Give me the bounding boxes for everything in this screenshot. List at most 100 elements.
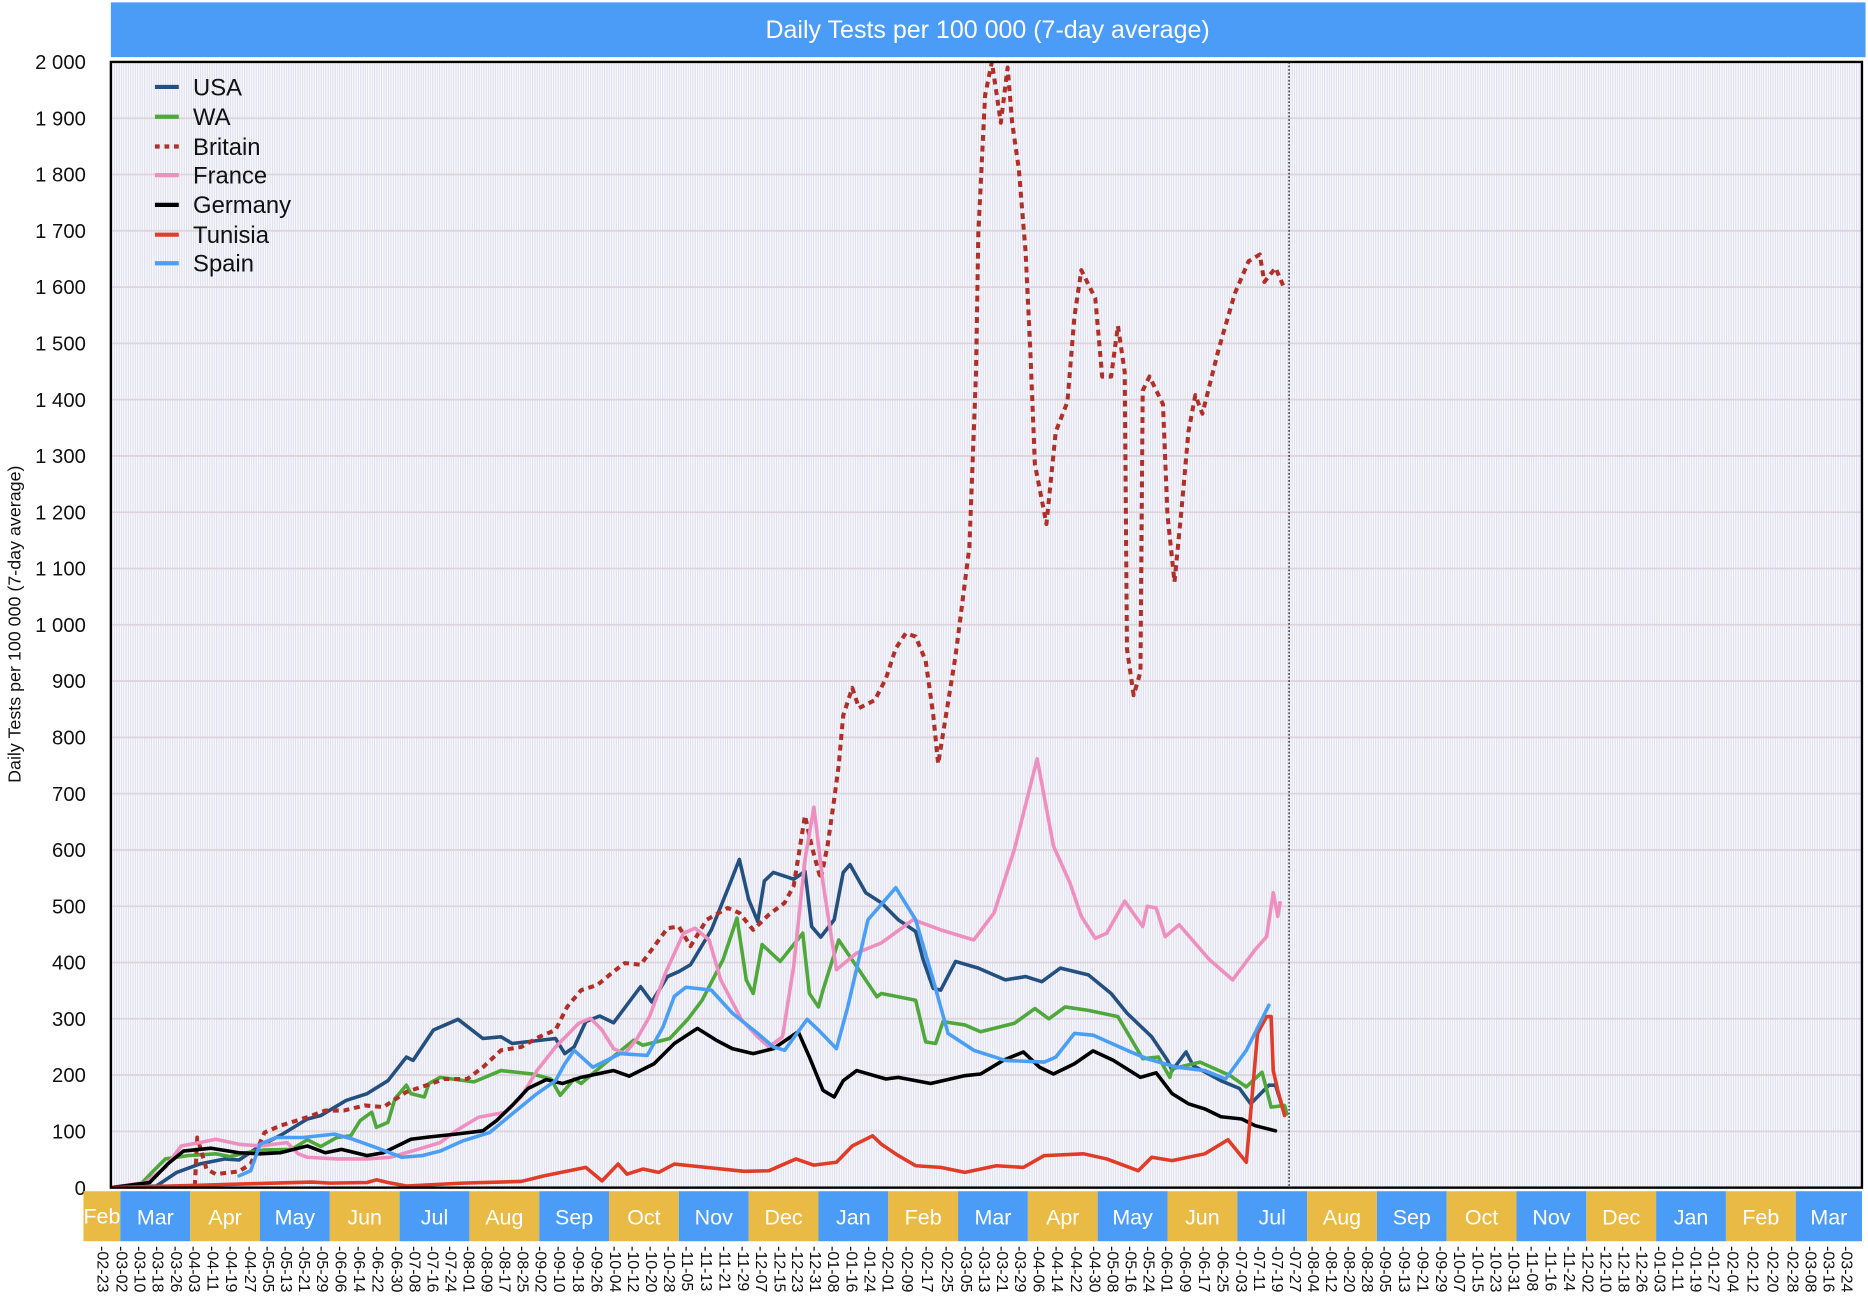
x-tick-label: -12-23	[788, 1246, 806, 1293]
month-band	[1027, 1191, 1098, 1242]
month-band-label: Jun	[1185, 1206, 1220, 1230]
x-tick-label: -09-26	[587, 1246, 605, 1293]
month-band	[1725, 1191, 1796, 1242]
x-tick-label: -08-01	[459, 1246, 477, 1293]
series-line-germany	[110, 1026, 1278, 1188]
y-tick-label: 100	[52, 1122, 86, 1144]
x-tick-label: -01-03	[1651, 1246, 1669, 1293]
x-tick-label: -05-05	[259, 1246, 277, 1293]
y-tick-label: 600	[52, 840, 86, 862]
x-tick-label: -08-17	[495, 1246, 513, 1293]
x-tick-label: -12-26	[1633, 1246, 1651, 1293]
y-tick-label: 1 500	[35, 334, 86, 356]
month-band-label: May	[1112, 1206, 1153, 1230]
x-tick-label: -09-05	[1376, 1246, 1394, 1293]
x-tick-label: -01-27	[1705, 1246, 1723, 1293]
month-band-label: Nov	[1532, 1206, 1570, 1230]
y-tick-label: 1 100	[35, 559, 86, 581]
x-tick-label: -12-10	[1597, 1246, 1615, 1293]
y-tick-label: 800	[52, 728, 86, 750]
x-tick-label: -05-21	[295, 1246, 313, 1293]
month-band-label: Jul	[1258, 1206, 1285, 1230]
x-tick-label: -04-27	[241, 1246, 259, 1293]
x-tick-label: -12-18	[1615, 1246, 1633, 1293]
month-band-label: Mar	[137, 1206, 174, 1230]
y-tick-label: 1 300	[35, 446, 86, 468]
x-tick-label: -12-31	[806, 1246, 824, 1293]
x-tick-label: -07-11	[1250, 1246, 1268, 1291]
chart-title: Daily Tests per 100 000 (7-day average)	[765, 16, 1209, 44]
month-band-label: Feb	[83, 1204, 120, 1228]
month-band	[260, 1191, 330, 1242]
x-tick-label: -06-30	[387, 1246, 405, 1293]
month-band-label: Nov	[695, 1206, 733, 1230]
month-band	[1167, 1191, 1238, 1242]
y-tick-label: 1 400	[35, 390, 86, 412]
x-tick-label: -09-29	[1432, 1246, 1450, 1293]
x-tick-label: -06-25	[1213, 1246, 1231, 1293]
x-tick-label: -03-05	[957, 1246, 975, 1293]
y-tick-label: 400	[52, 953, 86, 975]
x-tick-label: -08-20	[1340, 1246, 1358, 1293]
x-tick-label: -06-14	[350, 1246, 368, 1293]
month-band-label: Sep	[555, 1206, 593, 1230]
series-lines	[110, 61, 1289, 1188]
x-tick-label: -08-04	[1304, 1246, 1322, 1293]
x-tick-label: -10-28	[660, 1246, 678, 1293]
month-band-label: Jul	[421, 1206, 448, 1230]
month-band-label: Mar	[975, 1206, 1012, 1230]
x-tick-label: -11-21	[715, 1246, 733, 1291]
x-tick-label: -07-08	[405, 1246, 423, 1293]
month-band-label: Apr	[1046, 1206, 1079, 1230]
x-tick-label: -12-07	[752, 1246, 770, 1293]
y-axis-label: Daily Tests per 100 000 (7-day average)	[4, 466, 24, 783]
month-band	[83, 1191, 121, 1242]
x-tick-label: -09-21	[1414, 1246, 1432, 1293]
month-band-label: Oct	[627, 1206, 660, 1230]
x-tick-label: -09-13	[1395, 1246, 1413, 1293]
month-band	[120, 1191, 191, 1242]
x-tick-label: -03-10	[131, 1246, 149, 1293]
legend-label-france: France	[193, 162, 267, 189]
month-band	[399, 1191, 470, 1242]
x-tick-label: -01-24	[860, 1246, 878, 1293]
y-tick-label: 1 200	[35, 502, 86, 524]
series-line-britain	[192, 61, 1287, 1187]
x-tick-label: -04-11	[203, 1246, 221, 1291]
x-tick-label: -03-16	[1820, 1246, 1838, 1293]
month-band	[1516, 1191, 1587, 1242]
x-axis-date-ticks: -02-23 -03-02 -03-10 -03-18 -03-26 -04-03 -04-…	[94, 1246, 1856, 1293]
x-tick-label: -10-15	[1468, 1246, 1486, 1293]
x-tick-label: -04-03	[185, 1246, 203, 1293]
x-tick-label: -06-09	[1176, 1246, 1194, 1293]
month-band-label: Aug	[1323, 1206, 1361, 1230]
x-tick-label: -10-23	[1486, 1246, 1504, 1293]
month-band	[1237, 1191, 1308, 1242]
x-tick-label: -06-17	[1195, 1246, 1213, 1293]
x-tick-label: -02-01	[878, 1246, 896, 1293]
x-tick-label: -07-03	[1232, 1246, 1250, 1293]
month-band	[539, 1191, 610, 1242]
month-band	[1446, 1191, 1517, 1242]
x-tick-label: -01-08	[824, 1246, 842, 1293]
x-tick-label: -09-18	[569, 1246, 587, 1293]
x-tick-label: -09-10	[550, 1246, 568, 1293]
month-bands: Feb Mar Apr May Jun Jul Aug Sep Oct Nov Dec Jan Feb M…	[83, 1191, 1862, 1242]
x-tick-label: -08-25	[514, 1246, 532, 1293]
x-tick-label: -10-04	[606, 1246, 624, 1293]
x-tick-label: -04-06	[1030, 1246, 1048, 1293]
x-tick-label: -01-16	[842, 1246, 860, 1293]
month-band	[1097, 1191, 1168, 1242]
x-tick-label: -10-12	[624, 1246, 642, 1293]
x-tick-label: -01-11	[1669, 1246, 1687, 1291]
y-tick-label: 1 000	[35, 615, 86, 637]
x-tick-label: -08-28	[1358, 1246, 1376, 1293]
month-band	[469, 1191, 540, 1242]
x-tick-label: -07-27	[1286, 1246, 1304, 1293]
month-band-label: Dec	[1602, 1206, 1640, 1230]
x-tick-label: -04-30	[1085, 1246, 1103, 1293]
legend-label-tunisia: Tunisia	[193, 222, 270, 249]
x-tick-label: -10-31	[1504, 1246, 1522, 1293]
series-line-tunisia	[110, 1014, 1287, 1188]
